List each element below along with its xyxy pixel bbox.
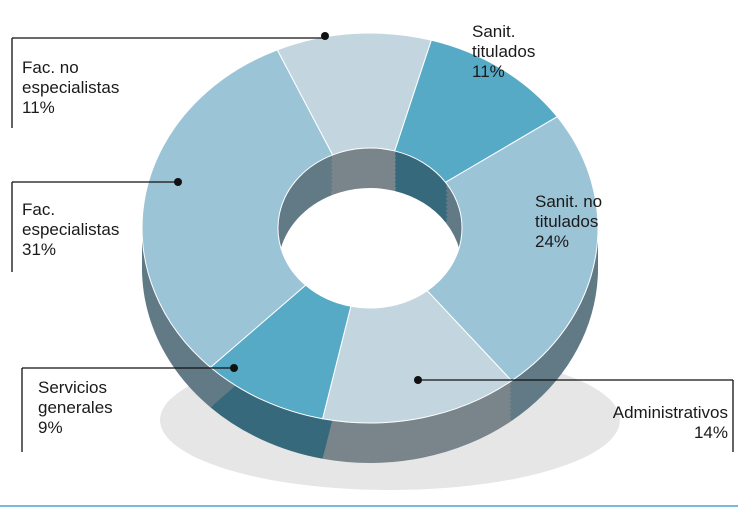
value-label: 9% xyxy=(38,418,63,437)
category-name: Servicios generales xyxy=(38,378,113,417)
value-label: 11% xyxy=(22,98,55,117)
segment xyxy=(141,49,334,368)
category-name: Sanit. titulados xyxy=(472,22,536,61)
value-label: 31% xyxy=(22,240,57,259)
leader-dot xyxy=(321,32,329,40)
leader-dot xyxy=(174,178,182,186)
slice-label: Administrativos 14% xyxy=(560,403,728,443)
slice-label: Fac. no especialistas 11% xyxy=(22,58,142,118)
value-label: 14% xyxy=(693,423,728,442)
slice-label: Sanit. titulados 11% xyxy=(472,22,572,82)
slice-label: Fac. especialistas 31% xyxy=(22,200,142,260)
slice-label: Servicios generales 9% xyxy=(38,378,138,438)
slice-label: Sanit. no titulados 24% xyxy=(535,192,645,252)
category-name: Fac. no especialistas xyxy=(22,58,120,97)
segment xyxy=(321,290,513,424)
category-name: Fac. especialistas xyxy=(22,200,120,239)
value-label: 11% xyxy=(472,62,505,81)
leader-dot xyxy=(230,364,238,372)
segment xyxy=(426,116,599,382)
leader-dot xyxy=(414,376,422,384)
category-name: Administrativos xyxy=(612,403,728,422)
segment xyxy=(394,39,558,183)
value-label: 24% xyxy=(535,232,570,251)
category-name: Sanit. no titulados xyxy=(535,192,603,231)
